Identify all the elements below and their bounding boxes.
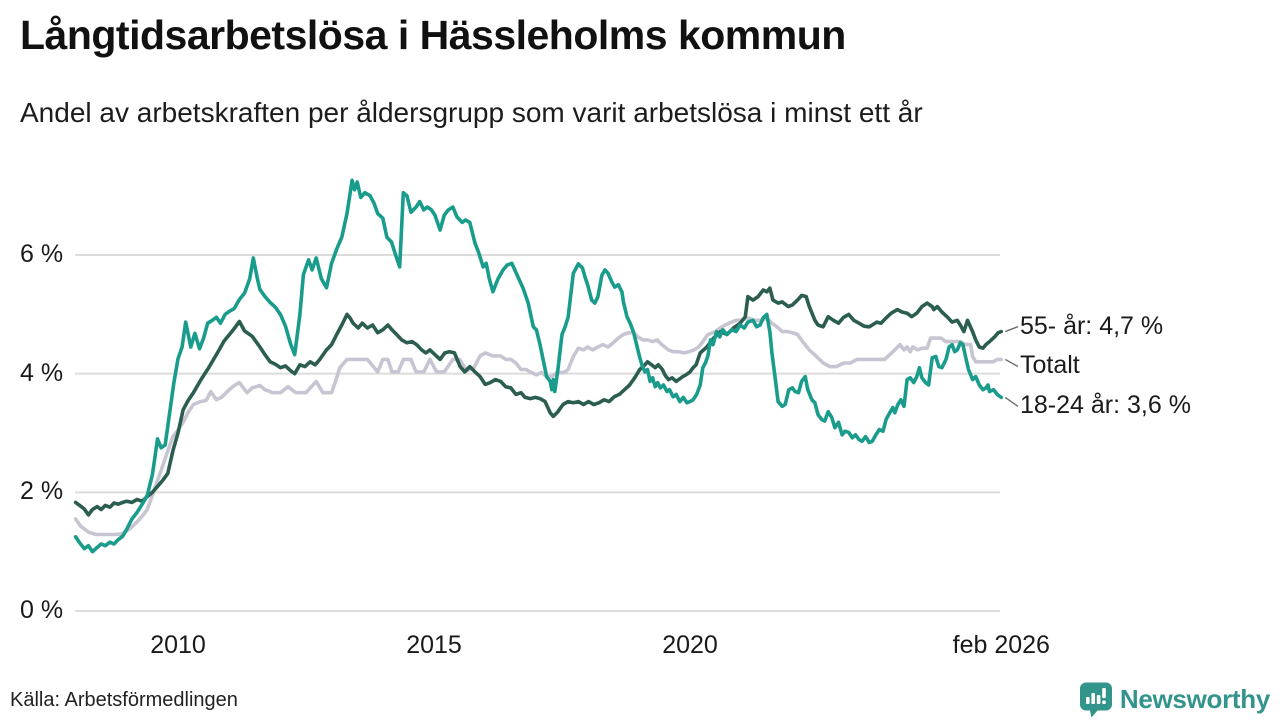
x-axis-tick-label: 2020 <box>662 631 718 659</box>
newsworthy-brand: Newsworthy <box>1078 680 1270 718</box>
series-line-18-24-r <box>73 178 1004 554</box>
series-line-55-r <box>73 286 1004 517</box>
x-axis-tick-label: feb 2026 <box>952 631 1050 659</box>
y-axis-tick-label: 4 % <box>20 358 64 387</box>
series-end-label: 18-24 år: 3,6 % <box>1020 391 1191 420</box>
series-end-label: 55- år: 4,7 % <box>1020 311 1164 340</box>
series-line-totalt <box>73 316 1004 537</box>
x-axis-tick-label: 2010 <box>150 631 206 659</box>
page-title: Långtidsarbetslösa i Hässleholms kommun <box>20 12 846 58</box>
y-axis-tick-label: 2 % <box>20 477 64 506</box>
y-axis-tick-label: 6 % <box>20 239 64 268</box>
newsworthy-logo-icon <box>1079 682 1112 717</box>
y-axis-tick-label: 0 % <box>20 595 64 624</box>
x-axis-tick-label: 2015 <box>406 631 462 659</box>
series-end-label: Totalt <box>1020 351 1080 380</box>
newsworthy-wordmark: Newsworthy <box>1119 683 1270 714</box>
page-subtitle: Andel av arbetskraften per åldersgrupp s… <box>20 97 923 128</box>
label-leader-line <box>1004 358 1019 368</box>
label-leader-line <box>1005 325 1019 333</box>
source-note: Källa: Arbetsförmedlingen <box>10 689 238 711</box>
label-leader-line <box>1004 396 1019 407</box>
